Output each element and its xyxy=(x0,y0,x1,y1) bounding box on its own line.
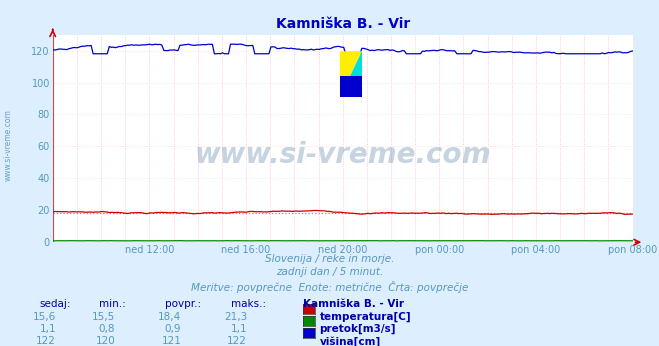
Title: Kamniška B. - Vir: Kamniška B. - Vir xyxy=(275,17,410,31)
Text: 21,3: 21,3 xyxy=(224,312,247,322)
Text: 15,6: 15,6 xyxy=(33,312,56,322)
Text: maks.:: maks.: xyxy=(231,299,266,309)
Text: 121: 121 xyxy=(161,336,181,346)
Text: Slovenija / reke in morje.: Slovenija / reke in morje. xyxy=(265,254,394,264)
Text: 0,8: 0,8 xyxy=(99,324,115,334)
Text: višina[cm]: višina[cm] xyxy=(320,336,381,346)
Text: 1,1: 1,1 xyxy=(40,324,56,334)
Text: 1,1: 1,1 xyxy=(231,324,247,334)
Text: temperatura[C]: temperatura[C] xyxy=(320,312,411,322)
Text: sedaj:: sedaj: xyxy=(40,299,71,309)
Text: Meritve: povprečne  Enote: metrične  Črta: povprečje: Meritve: povprečne Enote: metrične Črta:… xyxy=(191,281,468,293)
Polygon shape xyxy=(340,51,362,97)
Text: www.si-vreme.com: www.si-vreme.com xyxy=(3,109,13,181)
Polygon shape xyxy=(340,51,362,97)
Text: 0,9: 0,9 xyxy=(165,324,181,334)
Text: povpr.:: povpr.: xyxy=(165,299,201,309)
Text: Kamniška B. - Vir: Kamniška B. - Vir xyxy=(303,299,404,309)
Text: 122: 122 xyxy=(227,336,247,346)
Text: min.:: min.: xyxy=(99,299,126,309)
Text: pretok[m3/s]: pretok[m3/s] xyxy=(320,324,396,335)
Text: 15,5: 15,5 xyxy=(92,312,115,322)
Bar xyxy=(340,76,362,97)
Text: 122: 122 xyxy=(36,336,56,346)
Text: zadnji dan / 5 minut.: zadnji dan / 5 minut. xyxy=(276,267,383,277)
Text: 18,4: 18,4 xyxy=(158,312,181,322)
Text: www.si-vreme.com: www.si-vreme.com xyxy=(194,141,491,169)
Text: 120: 120 xyxy=(96,336,115,346)
